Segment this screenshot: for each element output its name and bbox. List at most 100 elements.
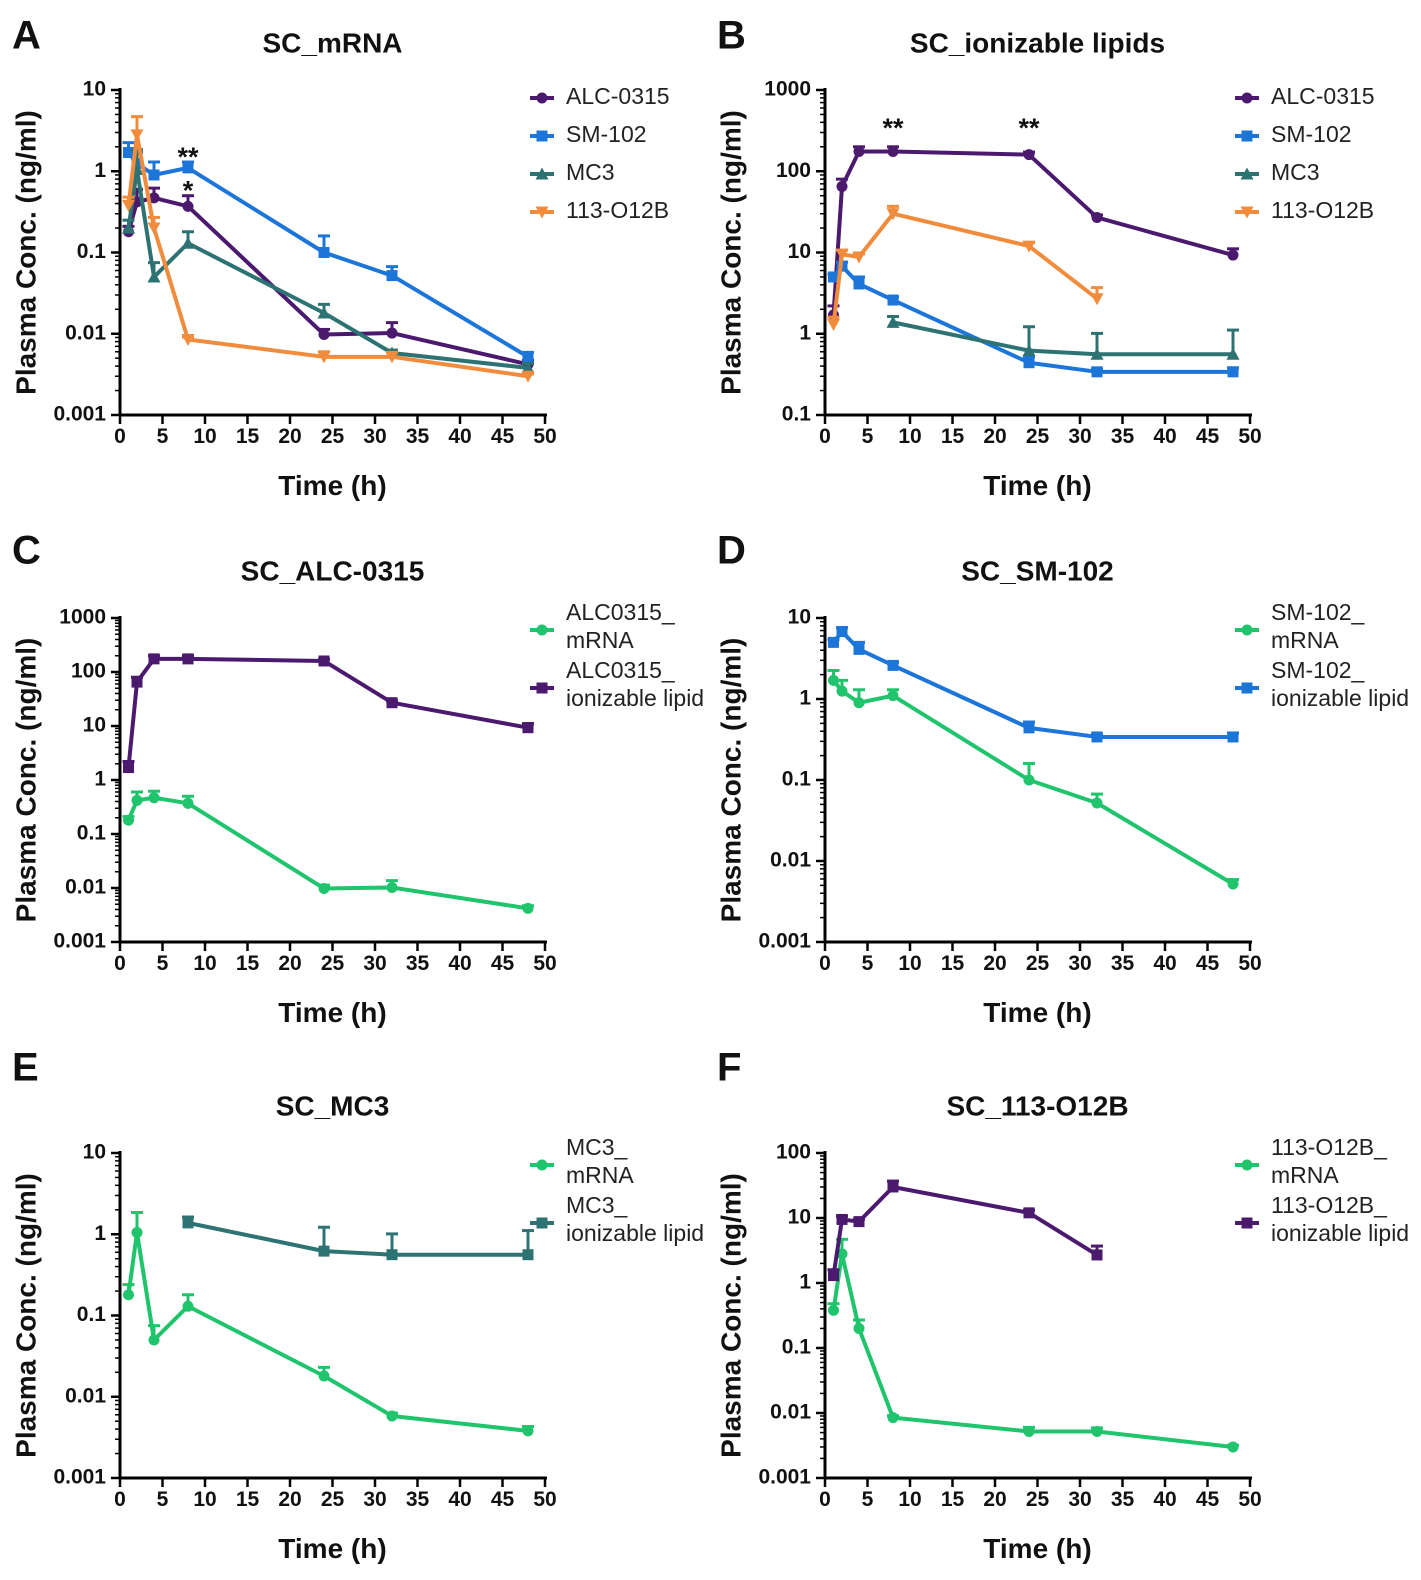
data-point — [182, 1300, 194, 1312]
data-point — [131, 676, 143, 688]
legend-marker — [1240, 206, 1254, 219]
legend-label-line: ALC0315_ — [566, 657, 676, 683]
x-tick-label: 50 — [533, 1488, 556, 1511]
panel-letter: E — [12, 1046, 39, 1090]
data-point — [828, 1304, 839, 1316]
x-tick-label: 50 — [533, 425, 556, 448]
data-point — [123, 814, 134, 826]
data-point — [1023, 722, 1035, 734]
y-tick-label: 10 — [83, 714, 106, 737]
data-point — [385, 351, 399, 364]
legend-label-line: 113-O12B — [1271, 197, 1374, 223]
data-point — [148, 1334, 160, 1346]
significance-mark: ** — [177, 142, 199, 172]
data-point — [147, 222, 161, 235]
legend-marker — [536, 130, 548, 142]
x-tick-label: 40 — [1153, 425, 1176, 448]
data-point — [828, 636, 839, 648]
legend-marker — [535, 167, 549, 180]
series-line — [831, 211, 1099, 325]
x-tick-label: 5 — [862, 425, 874, 448]
legend-label-line: SM-102 — [1271, 121, 1352, 147]
y-tick-label: 1 — [94, 159, 106, 182]
legend-label-line: SM-102 — [566, 121, 647, 147]
data-point — [887, 294, 899, 306]
x-tick-label: 35 — [406, 1488, 430, 1511]
data-point — [853, 146, 865, 158]
data-point — [1091, 1425, 1103, 1437]
x-tick-label: 20 — [983, 952, 1006, 975]
y-tick-label: 10 — [83, 1141, 106, 1164]
panel-letter: C — [12, 529, 41, 573]
x-tick-label: 5 — [157, 425, 169, 448]
data-point — [318, 655, 330, 667]
y-tick-label: 0.001 — [758, 1466, 811, 1489]
legend-label: SM-102_ mRNA — [1271, 599, 1366, 653]
data-point — [886, 208, 900, 221]
legend-label-line: mRNA — [1271, 1162, 1339, 1188]
x-axis-label: Time (h) — [983, 1533, 1091, 1564]
legend-marker — [1240, 167, 1254, 180]
panel-letter: F — [717, 1046, 741, 1090]
y-tick-label: 10 — [788, 240, 811, 263]
series-line — [126, 1230, 529, 1433]
data-point — [1227, 878, 1239, 890]
series-0 — [122, 186, 534, 370]
series-0 — [122, 1211, 534, 1437]
data-point — [522, 1425, 534, 1437]
legend-label: SM-102 — [1271, 121, 1352, 147]
y-tick-label: 0.01 — [65, 876, 106, 899]
legend-label: 113-O12B_ mRNA — [1271, 1134, 1388, 1188]
y-axis-label: Plasma Conc. (ng/ml) — [10, 638, 41, 923]
data-point — [836, 626, 848, 638]
x-tick-label: 25 — [1026, 952, 1050, 975]
legend-marker — [1241, 130, 1253, 142]
x-axis-label: Time (h) — [983, 997, 1091, 1028]
legend-label: 113-O12B — [1271, 197, 1374, 223]
data-point — [522, 351, 534, 363]
legend-marker — [536, 624, 548, 636]
series-0 — [122, 789, 534, 914]
data-point — [887, 659, 899, 671]
y-tick-label: 0.001 — [53, 403, 106, 426]
series-1 — [122, 653, 534, 774]
legend-label-line: 113-O12B — [566, 197, 669, 223]
x-tick-label: 0 — [819, 425, 831, 448]
data-point — [182, 200, 194, 212]
data-point — [123, 1289, 134, 1301]
y-tick-label: 0.001 — [53, 1466, 106, 1489]
x-axis-label: Time (h) — [278, 997, 386, 1028]
data-point — [828, 1270, 839, 1282]
x-tick-label: 15 — [236, 1488, 260, 1511]
legend-label: 113-O12B_ ionizable lipid — [1271, 1192, 1409, 1246]
legend-label-line: ALC-0315 — [1271, 83, 1375, 109]
x-tick-label: 25 — [321, 425, 345, 448]
data-point — [1023, 774, 1035, 786]
data-point — [522, 1249, 534, 1261]
x-tick-label: 20 — [278, 1488, 301, 1511]
panel-letter: A — [12, 14, 41, 58]
legend-label-line: ionizable lipid — [1271, 1220, 1409, 1246]
legend-label-line: ionizable lipid — [566, 1220, 704, 1246]
legend-label-line: MC3_ — [566, 1134, 629, 1160]
legend-label: ALC-0315 — [566, 83, 670, 109]
data-point — [148, 653, 160, 665]
x-tick-label: 20 — [278, 425, 301, 448]
data-point — [887, 1181, 899, 1193]
x-tick-label: 40 — [1153, 952, 1176, 975]
x-tick-label: 45 — [491, 425, 515, 448]
y-tick-label: 100 — [776, 1141, 811, 1164]
series-line — [892, 320, 1233, 357]
data-point — [318, 247, 330, 258]
data-point — [853, 643, 865, 655]
legend-label-line: ionizable lipid — [1271, 685, 1409, 711]
y-tick-label: 1000 — [764, 78, 811, 101]
x-tick-label: 15 — [941, 1488, 965, 1511]
y-tick-label: 100 — [71, 660, 106, 683]
data-point — [828, 271, 839, 283]
y-tick-label: 0.01 — [65, 1384, 106, 1407]
x-tick-label: 5 — [157, 1488, 169, 1511]
